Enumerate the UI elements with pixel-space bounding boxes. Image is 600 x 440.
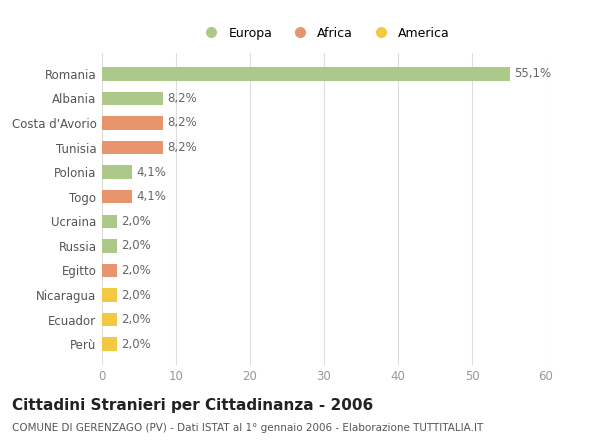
- Text: 4,1%: 4,1%: [137, 190, 167, 203]
- Text: 2,0%: 2,0%: [121, 215, 151, 228]
- Text: COMUNE DI GERENZAGO (PV) - Dati ISTAT al 1° gennaio 2006 - Elaborazione TUTTITAL: COMUNE DI GERENZAGO (PV) - Dati ISTAT al…: [12, 423, 483, 433]
- Bar: [102, 264, 117, 277]
- Bar: [102, 313, 117, 326]
- Bar: [102, 190, 133, 203]
- Text: 55,1%: 55,1%: [514, 67, 551, 80]
- Bar: [102, 215, 117, 228]
- Text: Cittadini Stranieri per Cittadinanza - 2006: Cittadini Stranieri per Cittadinanza - 2…: [12, 398, 373, 413]
- Bar: [102, 92, 163, 105]
- Text: 8,2%: 8,2%: [167, 92, 197, 105]
- Bar: [102, 165, 133, 179]
- Bar: [102, 141, 163, 154]
- Bar: [102, 67, 510, 81]
- Text: 4,1%: 4,1%: [137, 165, 167, 179]
- Bar: [102, 337, 117, 351]
- Text: 2,0%: 2,0%: [121, 338, 151, 351]
- Text: 8,2%: 8,2%: [167, 141, 197, 154]
- Bar: [102, 239, 117, 253]
- Bar: [102, 288, 117, 302]
- Text: 2,0%: 2,0%: [121, 289, 151, 301]
- Text: 8,2%: 8,2%: [167, 117, 197, 129]
- Bar: [102, 116, 163, 130]
- Legend: Europa, Africa, America: Europa, Africa, America: [193, 22, 455, 44]
- Text: 2,0%: 2,0%: [121, 239, 151, 253]
- Text: 2,0%: 2,0%: [121, 264, 151, 277]
- Text: 2,0%: 2,0%: [121, 313, 151, 326]
